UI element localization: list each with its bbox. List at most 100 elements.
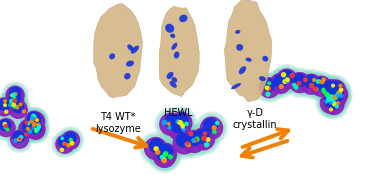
Circle shape	[324, 94, 344, 114]
Circle shape	[23, 109, 45, 131]
Circle shape	[4, 84, 26, 106]
Circle shape	[15, 116, 41, 142]
Ellipse shape	[172, 77, 177, 83]
Circle shape	[321, 80, 341, 100]
Circle shape	[322, 90, 325, 93]
Circle shape	[183, 131, 205, 153]
Circle shape	[178, 121, 182, 125]
Circle shape	[31, 117, 34, 120]
Circle shape	[156, 148, 158, 150]
Circle shape	[180, 128, 208, 155]
Circle shape	[335, 97, 337, 99]
Circle shape	[268, 71, 293, 96]
Circle shape	[4, 104, 6, 106]
Circle shape	[165, 115, 178, 128]
Circle shape	[26, 127, 29, 130]
Circle shape	[22, 121, 34, 132]
Circle shape	[164, 152, 168, 156]
Ellipse shape	[174, 51, 180, 59]
Circle shape	[293, 74, 305, 86]
Circle shape	[161, 155, 164, 158]
Circle shape	[315, 88, 318, 90]
Circle shape	[13, 97, 15, 100]
Circle shape	[154, 147, 157, 150]
Circle shape	[304, 78, 307, 81]
Circle shape	[165, 107, 197, 139]
Circle shape	[285, 78, 288, 80]
Circle shape	[160, 113, 182, 135]
Circle shape	[212, 126, 216, 130]
Circle shape	[316, 89, 345, 118]
Circle shape	[339, 84, 342, 87]
Polygon shape	[159, 6, 199, 97]
Circle shape	[332, 84, 335, 87]
Circle shape	[33, 116, 36, 119]
Circle shape	[192, 139, 195, 142]
Circle shape	[325, 82, 350, 107]
Circle shape	[149, 141, 180, 172]
Circle shape	[196, 129, 209, 143]
Circle shape	[162, 120, 167, 125]
Circle shape	[4, 100, 6, 102]
Circle shape	[0, 116, 17, 139]
Circle shape	[37, 123, 40, 126]
Circle shape	[29, 121, 41, 132]
Circle shape	[19, 120, 37, 138]
Ellipse shape	[131, 46, 139, 54]
Circle shape	[339, 90, 341, 93]
Circle shape	[330, 108, 332, 111]
Circle shape	[3, 90, 26, 112]
Circle shape	[270, 74, 290, 93]
Circle shape	[301, 74, 321, 94]
Circle shape	[27, 121, 45, 139]
Circle shape	[25, 133, 27, 135]
Circle shape	[156, 150, 160, 154]
Circle shape	[257, 75, 282, 100]
Ellipse shape	[246, 58, 252, 62]
Circle shape	[0, 118, 15, 136]
Polygon shape	[94, 4, 143, 98]
Circle shape	[32, 127, 34, 129]
Circle shape	[23, 117, 49, 143]
Circle shape	[10, 87, 21, 99]
Circle shape	[198, 114, 225, 142]
Circle shape	[157, 147, 170, 160]
Circle shape	[170, 112, 192, 134]
Circle shape	[9, 100, 27, 118]
Circle shape	[293, 83, 296, 87]
Circle shape	[17, 118, 39, 140]
Circle shape	[27, 112, 45, 130]
Circle shape	[310, 84, 313, 88]
Circle shape	[193, 128, 215, 150]
Circle shape	[324, 85, 349, 110]
Circle shape	[323, 80, 352, 109]
Circle shape	[330, 95, 334, 99]
Circle shape	[181, 125, 184, 128]
Circle shape	[2, 82, 28, 108]
Circle shape	[65, 132, 76, 144]
Circle shape	[6, 126, 33, 152]
Circle shape	[297, 82, 301, 85]
Circle shape	[155, 108, 187, 140]
Circle shape	[170, 129, 198, 157]
Circle shape	[63, 143, 66, 145]
Circle shape	[23, 108, 49, 134]
Circle shape	[330, 101, 332, 104]
Circle shape	[323, 77, 348, 102]
Circle shape	[155, 143, 177, 165]
Circle shape	[10, 100, 13, 103]
Circle shape	[259, 78, 279, 98]
Circle shape	[266, 92, 270, 96]
Circle shape	[190, 125, 217, 153]
Text: HEWL: HEWL	[164, 108, 192, 118]
Circle shape	[188, 132, 201, 146]
Circle shape	[333, 103, 335, 106]
Circle shape	[159, 145, 173, 158]
Circle shape	[272, 65, 301, 94]
Circle shape	[327, 97, 331, 102]
Circle shape	[314, 78, 327, 90]
Polygon shape	[225, 0, 272, 102]
Ellipse shape	[165, 24, 174, 33]
Circle shape	[286, 78, 289, 82]
Ellipse shape	[231, 83, 241, 89]
